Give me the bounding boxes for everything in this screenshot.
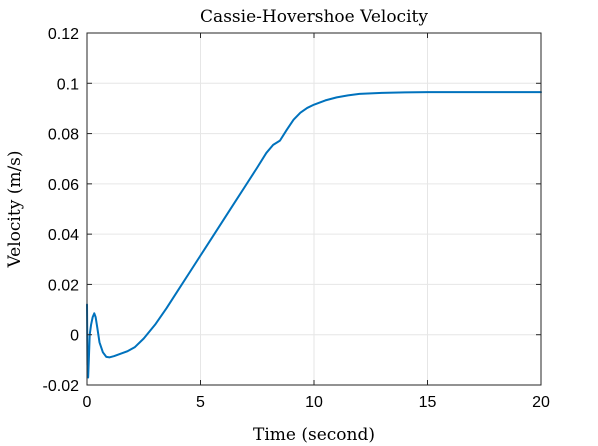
y-axis-label: Velocity (m/s) bbox=[5, 150, 25, 268]
x-tick-label: 20 bbox=[532, 394, 550, 411]
y-tick-label: -0.02 bbox=[43, 378, 80, 395]
x-tick-labels: 0 5 10 15 20 bbox=[83, 394, 550, 411]
y-tick-label: 0.04 bbox=[48, 227, 79, 244]
chart-title: Cassie-Hovershoe Velocity bbox=[200, 7, 428, 27]
y-tick-label: 0 bbox=[70, 328, 79, 345]
y-tick-labels: -0.02 0 0.02 0.04 0.06 0.08 0.1 0.12 bbox=[43, 26, 80, 395]
velocity-series-line bbox=[86, 91, 542, 379]
y-tick-label: 0.02 bbox=[48, 277, 79, 294]
y-tick-label: 0.12 bbox=[48, 26, 79, 43]
y-tick-label: 0.06 bbox=[48, 177, 79, 194]
x-tick-label: 15 bbox=[419, 394, 437, 411]
x-axis-label: Time (second) bbox=[253, 425, 375, 445]
y-tick-label: 0.1 bbox=[57, 76, 79, 93]
x-tick-label: 10 bbox=[305, 394, 323, 411]
series-layer bbox=[86, 91, 542, 379]
x-tick-label: 5 bbox=[196, 394, 205, 411]
y-tick-label: 0.08 bbox=[48, 127, 79, 144]
x-tick-label: 0 bbox=[83, 394, 92, 411]
tick-marks bbox=[86, 32, 542, 386]
grid-lines bbox=[86, 32, 542, 386]
